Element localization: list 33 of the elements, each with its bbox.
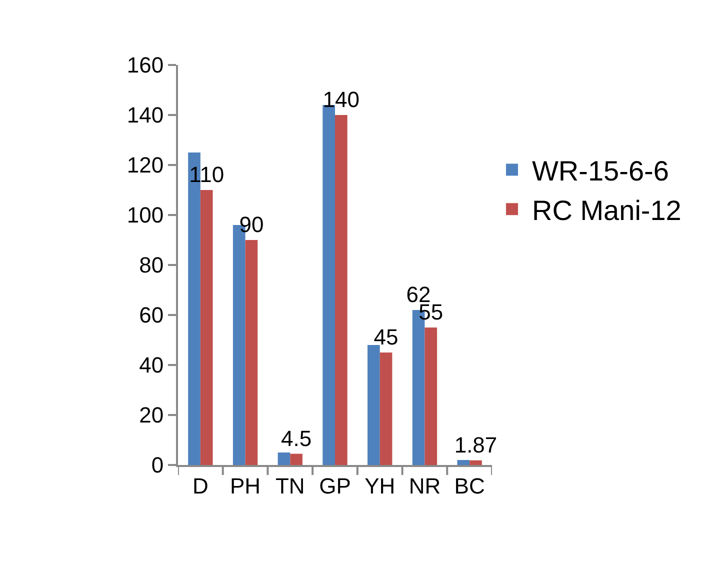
y-tick-label: 60 <box>139 302 164 328</box>
y-tick-label: 20 <box>139 402 164 428</box>
bar <box>368 345 380 465</box>
x-tick-label: NR <box>408 473 441 498</box>
bar <box>457 460 470 465</box>
y-tick-label: 160 <box>126 52 164 78</box>
bar <box>245 240 258 465</box>
data-label: 45 <box>374 324 398 350</box>
data-label: 1.87 <box>454 432 498 458</box>
x-tick-label: BC <box>454 473 485 498</box>
x-tick-label: TN <box>275 473 305 498</box>
x-tick-label: PH <box>230 473 261 498</box>
y-tick-label: 40 <box>139 352 164 378</box>
bar <box>335 115 348 465</box>
data-label: 140 <box>322 87 360 112</box>
legend-label: WR-15-6-6 <box>532 156 669 187</box>
legend-label: RC Mani-12 <box>532 195 682 226</box>
bar <box>380 352 392 465</box>
bar <box>278 452 290 465</box>
bar <box>424 328 438 465</box>
y-tick-label: 80 <box>139 252 164 278</box>
y-tick-label: 140 <box>126 102 164 128</box>
y-tick-label: 120 <box>126 152 164 178</box>
y-tick-label: 0 <box>151 452 164 478</box>
data-label: 4.5 <box>281 426 312 451</box>
x-tick-label: YH <box>364 473 396 498</box>
x-tick-label: D <box>192 473 208 498</box>
bar <box>200 190 213 465</box>
x-tick-label: GP <box>319 473 351 498</box>
data-label: 90 <box>239 212 264 237</box>
bar <box>470 460 482 465</box>
y-tick-label: 100 <box>126 202 164 228</box>
bar <box>290 454 302 465</box>
